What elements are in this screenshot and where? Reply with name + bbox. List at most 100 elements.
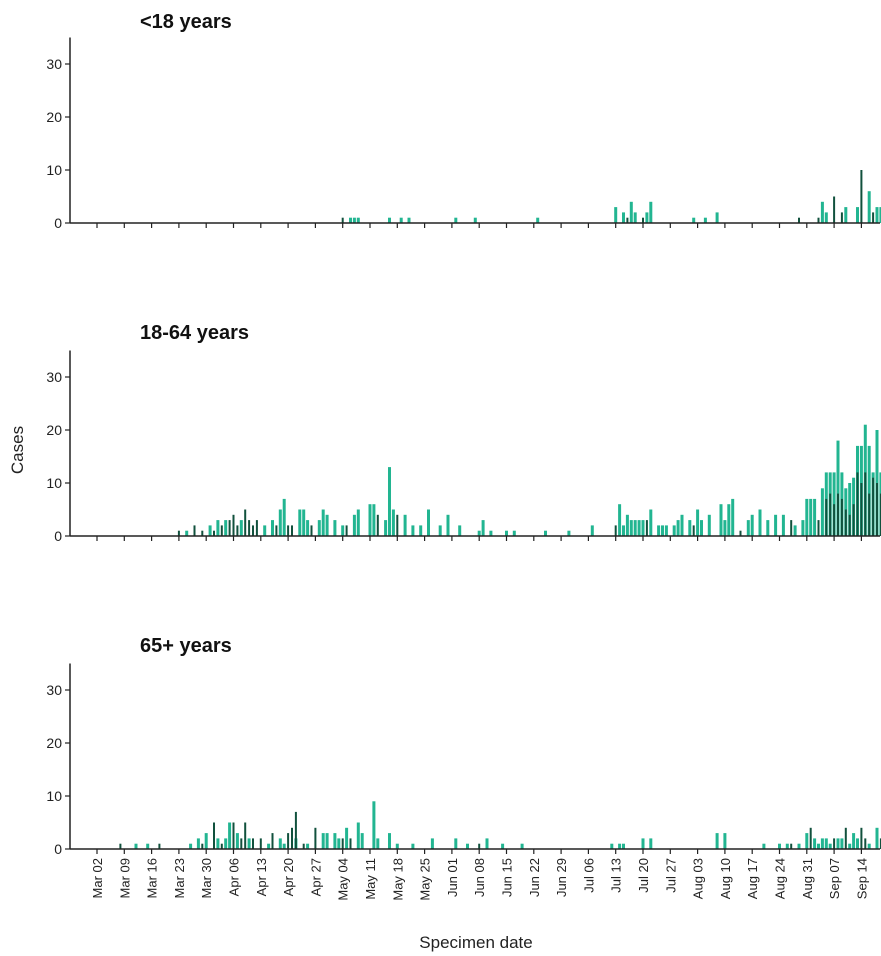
bar-light-44 bbox=[805, 833, 809, 849]
bar-light-23 bbox=[875, 207, 879, 223]
bar-light-28 bbox=[454, 838, 458, 849]
bar-light-25 bbox=[411, 525, 415, 536]
bar-light-42 bbox=[785, 843, 789, 849]
y-axis-label: Cases bbox=[8, 426, 27, 474]
bar-light-40 bbox=[762, 843, 766, 849]
bar-dark-9 bbox=[248, 520, 251, 536]
bar-dark-19 bbox=[614, 525, 617, 536]
bar-dark-30 bbox=[844, 509, 847, 536]
bar-light-28 bbox=[438, 525, 442, 536]
x-tick-label: Aug 31 bbox=[800, 858, 815, 899]
bar-light-7 bbox=[473, 217, 477, 223]
bar-light-42 bbox=[629, 520, 633, 536]
x-tick-label: May 11 bbox=[363, 858, 378, 900]
bar-light-36 bbox=[641, 838, 645, 849]
bar-light-22 bbox=[388, 467, 391, 536]
bar-light-3 bbox=[388, 217, 391, 223]
bar-dark-18 bbox=[478, 843, 481, 849]
bar-light-1 bbox=[146, 843, 150, 849]
bar-light-32 bbox=[520, 843, 524, 849]
bar-light-64 bbox=[766, 520, 770, 536]
bar-dark-1 bbox=[193, 525, 196, 536]
bar-dark-7 bbox=[236, 525, 239, 536]
bar-light-6 bbox=[454, 217, 458, 223]
bar-dark-2 bbox=[201, 530, 204, 536]
x-tick-label: Aug 17 bbox=[745, 858, 760, 899]
bar-light-24 bbox=[403, 514, 407, 536]
x-tick-label: Sep 14 bbox=[854, 858, 869, 899]
bar-light-5 bbox=[407, 217, 411, 223]
bar-light-51 bbox=[840, 838, 844, 849]
bar-dark-24 bbox=[864, 838, 867, 849]
bar-dark-17 bbox=[376, 514, 379, 536]
bar-dark-0 bbox=[341, 217, 344, 223]
bar-light-6 bbox=[224, 838, 228, 849]
bar-light-18 bbox=[356, 509, 360, 536]
bar-light-68 bbox=[801, 520, 805, 536]
bar-dark-19 bbox=[790, 843, 793, 849]
bar-dark-4 bbox=[220, 843, 223, 849]
bar-dark-36 bbox=[868, 493, 871, 536]
bar-light-9 bbox=[247, 838, 251, 849]
bar-dark-4 bbox=[220, 525, 223, 536]
bar-light-33 bbox=[489, 530, 493, 536]
bar-light-49 bbox=[664, 525, 668, 536]
bar-dark-20 bbox=[809, 827, 812, 849]
bar-light-2 bbox=[189, 843, 193, 849]
bar-light-41 bbox=[625, 514, 629, 536]
x-tick-label: Aug 10 bbox=[718, 858, 733, 899]
bar-light-26 bbox=[411, 843, 415, 849]
y-tick-label: 20 bbox=[46, 109, 62, 125]
x-tick-label: Mar 16 bbox=[145, 858, 160, 898]
bar-light-25 bbox=[395, 843, 399, 849]
bar-light-4 bbox=[399, 217, 403, 223]
bar-light-84 bbox=[867, 445, 871, 536]
bar-dark-2 bbox=[201, 843, 204, 849]
bar-light-14 bbox=[325, 514, 329, 536]
x-tick-label: May 04 bbox=[336, 858, 351, 901]
bar-light-55 bbox=[700, 520, 703, 536]
bar-dark-1 bbox=[626, 217, 629, 223]
bar-light-19 bbox=[824, 212, 828, 223]
bar-light-47 bbox=[657, 525, 661, 536]
bar-light-11 bbox=[306, 520, 310, 536]
bar-dark-5 bbox=[228, 520, 231, 536]
bar-dark-31 bbox=[848, 514, 851, 536]
bar-light-18 bbox=[337, 838, 341, 849]
bar-dark-37 bbox=[872, 477, 875, 536]
x-tick-labels: Mar 02 Mar 09 Mar 16 Mar 23 Mar 30 Apr 06 Apr … bbox=[90, 858, 869, 901]
y-tick-label: 0 bbox=[54, 528, 62, 544]
bar-dark-10 bbox=[271, 833, 274, 849]
bar-light-70 bbox=[809, 498, 813, 536]
bar-dark-3 bbox=[213, 822, 215, 849]
bar-dark-22 bbox=[739, 530, 742, 536]
x-tick-label: May 25 bbox=[418, 858, 433, 901]
bar-light-43 bbox=[633, 520, 637, 536]
bar-dark-6 bbox=[240, 838, 243, 849]
bar-light-31 bbox=[501, 843, 505, 849]
bar-dark-15 bbox=[314, 827, 317, 849]
bar-dark-39 bbox=[879, 493, 881, 536]
bar-light-40 bbox=[622, 525, 625, 536]
bar-dark-21 bbox=[692, 525, 695, 536]
bar-light-27 bbox=[430, 838, 434, 849]
bar-dark-7 bbox=[244, 822, 247, 849]
bar-light-12 bbox=[282, 843, 286, 849]
bar-light-50 bbox=[836, 838, 840, 849]
bar-dark-38 bbox=[876, 483, 878, 536]
bar-dark-17 bbox=[349, 838, 352, 849]
bar-dark-13 bbox=[287, 525, 290, 536]
bar-light-13 bbox=[321, 509, 325, 536]
y-tick-label: 0 bbox=[54, 841, 62, 857]
bar-light-66 bbox=[781, 514, 785, 536]
bar-light-35 bbox=[512, 530, 516, 536]
bar-dark-8 bbox=[244, 509, 247, 536]
bar-light-18 bbox=[820, 201, 824, 223]
bar-light-1 bbox=[352, 217, 356, 223]
bar-light-56 bbox=[875, 827, 879, 849]
x-tick-label: Jun 08 bbox=[472, 858, 487, 897]
panel-under-18: <18 years 0 10 20 30 bbox=[46, 11, 881, 231]
y-tick-label: 20 bbox=[46, 735, 62, 751]
x-tick-label: Mar 09 bbox=[117, 858, 132, 898]
bar-light-2 bbox=[216, 520, 220, 536]
